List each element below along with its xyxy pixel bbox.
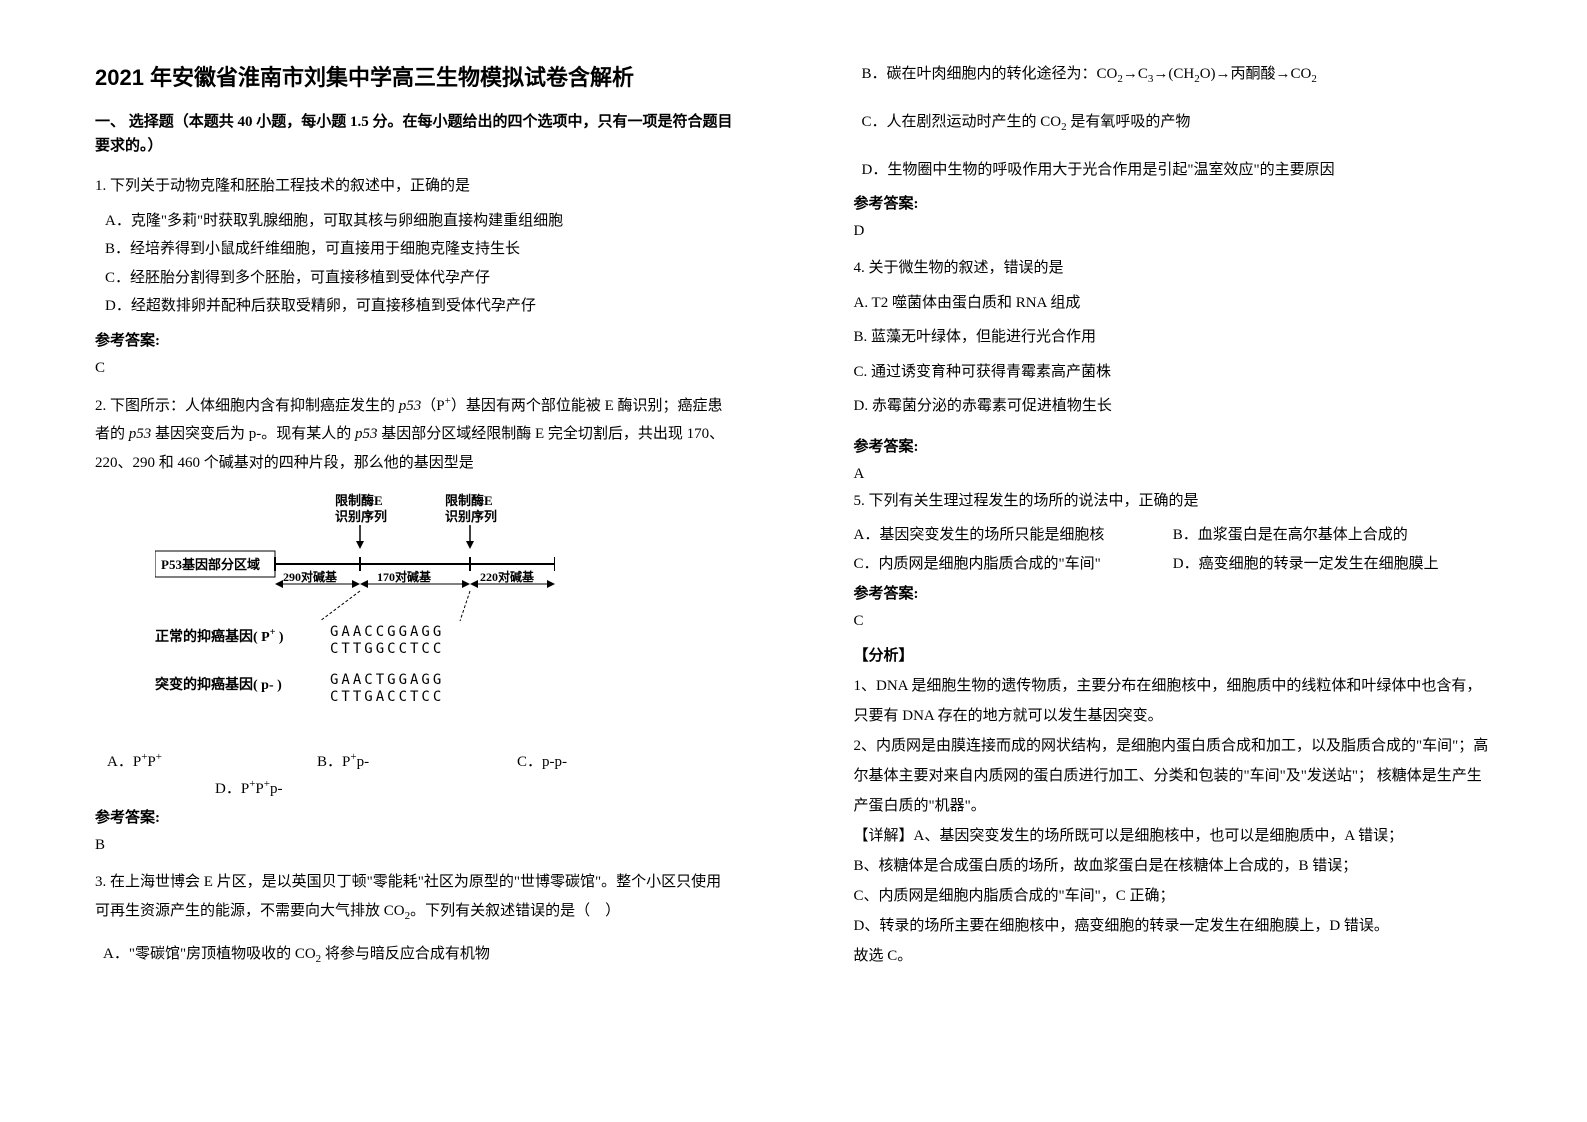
q5-detail: 【详解】A、基因突变发生的场所既可以是细胞核中，也可以是细胞质中，A 错误； — [854, 821, 1493, 851]
section-header: 一、 选择题（本题共 40 小题，每小题 1.5 分。在每小题给出的四个选项中，… — [95, 110, 734, 158]
normal-label: 正常的抑癌基因( P+ ) — [155, 627, 284, 645]
q2-gene1: p53 — [399, 398, 422, 414]
mutant-label: 突变的抑癌基因( p- ) — [155, 676, 282, 693]
q2-stem-a: 2. 下图所示：人体细胞内含有抑制癌症发生的 — [95, 398, 399, 414]
enzyme-label-2-line2: 识别序列 — [445, 509, 497, 524]
q2-answer: B — [95, 837, 734, 854]
mutant-seq1: GAACTGGAGG — [330, 672, 444, 688]
q5-answer: C — [854, 613, 1493, 630]
q5-option-d: D．癌变细胞的转录一定发生在细胞膜上 — [1173, 550, 1492, 579]
q2-gene3: p53 — [355, 426, 378, 442]
q3-c2: 是有氧呼吸的产物 — [1067, 114, 1191, 130]
q3-stem-b: 。下列有关叙述错误的是（ ） — [410, 903, 620, 919]
q5-row-cd: C．内质网是细胞内脂质合成的"车间" D．癌变细胞的转录一定发生在细胞膜上 — [854, 550, 1493, 579]
q5-answer-label: 参考答案: — [854, 582, 1493, 603]
q1-option-b: B．经培养得到小鼠成纤维细胞，可直接用于细胞克隆支持生长 — [105, 235, 734, 264]
q2-option-c: C．p-p- — [517, 750, 567, 771]
q5-analysis-label: 【分析】 — [854, 644, 1493, 665]
q2-stem: 2. 下图所示：人体细胞内含有抑制癌症发生的 p53（P+）基因有两个部位能被 … — [95, 391, 734, 478]
q1-stem: 1. 下列关于动物克隆和胚胎工程技术的叙述中，正确的是 — [95, 172, 734, 201]
q5-option-b: B．血浆蛋白是在高尔基体上合成的 — [1173, 521, 1492, 550]
q3-option-a: A．"零碳馆"房顶植物吸收的 CO2 将参与暗反应合成有机物 — [103, 940, 734, 970]
enzyme-label-1-line2: 识别序列 — [335, 509, 387, 524]
q3-b4: O)→丙酮酸→CO — [1200, 66, 1312, 82]
q3-b2: →C — [1123, 66, 1148, 82]
q2-diagram: 限制酶E 识别序列 限制酶E 识别序列 P53基因部分区域 — [155, 491, 555, 736]
enzyme-label-1-line1: 限制酶E — [335, 493, 383, 508]
len1: 290对碱基 — [283, 569, 338, 584]
q2-option-d: D．P+P+p- — [215, 777, 282, 798]
q5-detail-a: A、基因突变发生的场所既可以是细胞核中，也可以是细胞质中，A 错误； — [914, 828, 1404, 844]
left-column: 2021 年安徽省淮南市刘集中学高三生物模拟试卷含解析 一、 选择题（本题共 4… — [0, 0, 794, 1122]
right-column: B．碳在叶肉细胞内的转化途径为：CO2→C3→(CH2O)→丙酮酸→CO2 C．… — [794, 0, 1587, 1122]
q2-option-a: A．P+P+ — [107, 750, 317, 771]
q5-conclusion: 故选 C。 — [854, 941, 1493, 971]
q5-detail-b: B、核糖体是合成蛋白质的场所，故血浆蛋白是在核糖体上合成的，B 错误； — [854, 851, 1493, 881]
q3-b1: B．碳在叶肉细胞内的转化途径为：CO — [862, 66, 1118, 82]
q4-answer-label: 参考答案: — [854, 435, 1493, 456]
q1-option-d: D．经超数排卵并配种后获取受精卵，可直接移植到受体代孕产仔 — [105, 292, 734, 321]
normal-seq1: GAACCGGAGG — [330, 624, 444, 640]
q2-stem-d: 基因突变后为 p-。现有某人的 — [151, 426, 355, 442]
page-title: 2021 年安徽省淮南市刘集中学高三生物模拟试卷含解析 — [95, 60, 734, 92]
enzyme-label-2-line1: 限制酶E — [445, 493, 493, 508]
q3-a2: 将参与暗反应合成有机物 — [321, 946, 490, 962]
q1-option-a: A．克隆"多莉"时获取乳腺细胞，可取其核与卵细胞直接构建重组细胞 — [105, 207, 734, 236]
mutant-seq2: CTTGACCTCC — [330, 689, 444, 705]
q2-diagram-svg: 限制酶E 识别序列 限制酶E 识别序列 P53基因部分区域 — [155, 491, 555, 731]
len2: 170对碱基 — [377, 569, 432, 584]
q5-detail-label: 【详解】 — [854, 828, 914, 844]
len3: 220对碱基 — [480, 569, 535, 584]
q2-options-row1: A．P+P+ B．P+p- C．p-p- — [95, 750, 734, 771]
q3-option-b: B．碳在叶肉细胞内的转化途径为：CO2→C3→(CH2O)→丙酮酸→CO2 — [862, 60, 1493, 90]
q5-option-c: C．内质网是细胞内脂质合成的"车间" — [854, 550, 1173, 579]
q4-option-a: A. T2 噬菌体由蛋白质和 RNA 组成 — [854, 289, 1493, 318]
q2-options-row2: D．P+P+p- — [95, 777, 734, 798]
q5-analysis-p1: 1、DNA 是细胞生物的遗传物质，主要分布在细胞核中，细胞质中的线粒体和叶绿体中… — [854, 671, 1493, 731]
q2-answer-label: 参考答案: — [95, 806, 734, 827]
q4-answer: A — [854, 466, 1493, 483]
q4-option-c: C. 通过诱变育种可获得青霉素高产菌株 — [854, 358, 1493, 387]
q3-stem: 3. 在上海世博会 E 片区，是以英国贝丁顿"零能耗"社区为原型的"世博零碳馆"… — [95, 868, 734, 926]
exam-page: 2021 年安徽省淮南市刘集中学高三生物模拟试卷含解析 一、 选择题（本题共 4… — [0, 0, 1587, 1122]
normal-seq2: CTTGGCCTCC — [330, 641, 444, 657]
q3-answer: D — [854, 223, 1493, 240]
q3-option-d: D．生物圈中生物的呼吸作用大于光合作用是引起"温室效应"的主要原因 — [862, 156, 1493, 185]
q5-analysis-p2: 2、内质网是由膜连接而成的网状结构，是细胞内蛋白质合成和加工，以及脂质合成的"车… — [854, 731, 1493, 821]
q1-option-c: C．经胚胎分割得到多个胚胎，可直接移植到受体代孕产仔 — [105, 264, 734, 293]
q5-stem: 5. 下列有关生理过程发生的场所的说法中，正确的是 — [854, 487, 1493, 516]
q5-detail-c: C、内质网是细胞内脂质合成的"车间"，C 正确； — [854, 881, 1493, 911]
q2-option-b: B．P+p- — [317, 750, 517, 771]
q3-a1: A．"零碳馆"房顶植物吸收的 CO — [103, 946, 316, 962]
q3-b3: →(CH — [1153, 66, 1194, 82]
q4-option-d: D. 赤霉菌分泌的赤霉素可促进植物生长 — [854, 392, 1493, 421]
q2-stem-b: （P — [421, 398, 444, 414]
q3-answer-label: 参考答案: — [854, 192, 1493, 213]
q5-option-a: A．基因突变发生的场所只能是细胞核 — [854, 521, 1173, 550]
q2-gene2: p53 — [129, 426, 152, 442]
region-label: P53基因部分区域 — [161, 557, 260, 572]
q1-answer: C — [95, 360, 734, 377]
q3-option-c: C．人在剧烈运动时产生的 CO2 是有氧呼吸的产物 — [862, 108, 1493, 138]
q3-c1: C．人在剧烈运动时产生的 CO — [862, 114, 1062, 130]
q5-row-ab: A．基因突变发生的场所只能是细胞核 B．血浆蛋白是在高尔基体上合成的 — [854, 521, 1493, 550]
q4-option-b: B. 蓝藻无叶绿体，但能进行光合作用 — [854, 323, 1493, 352]
q5-detail-d: D、转录的场所主要在细胞核中，癌变细胞的转录一定发生在细胞膜上，D 错误。 — [854, 911, 1493, 941]
q4-stem: 4. 关于微生物的叙述，错误的是 — [854, 254, 1493, 283]
q1-answer-label: 参考答案: — [95, 329, 734, 350]
